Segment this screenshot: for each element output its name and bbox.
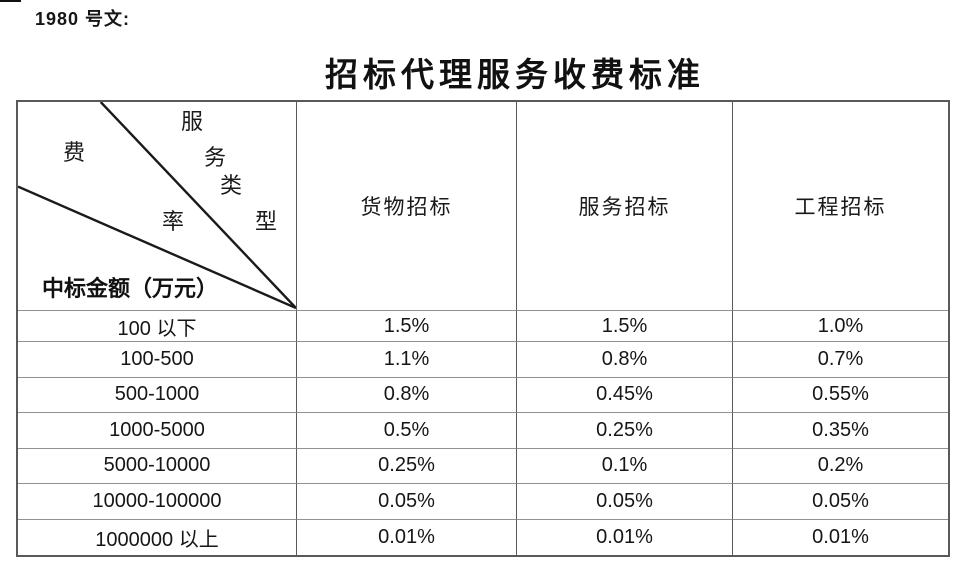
rate-cell-service: 0.8% <box>517 342 733 378</box>
corner-header-cell: 服 务 类 型 费 率 中标金额（万元） <box>18 102 297 311</box>
doc-number: 1980 号文: <box>35 9 131 29</box>
fee-table: 服 务 类 型 费 率 中标金额（万元） 货物招标 服务招标 工程招标 100 … <box>16 100 950 557</box>
rate-cell-goods: 0.5% <box>297 413 517 449</box>
row-label: 100 以下 <box>18 311 297 342</box>
diagonal-divider-lines <box>18 102 296 310</box>
row-label: 1000-5000 <box>18 413 297 449</box>
corner-char-fee-rate-2: 率 <box>161 209 185 234</box>
rate-cell-goods: 0.25% <box>297 448 517 484</box>
column-header-goods: 货物招标 <box>297 102 517 311</box>
rate-cell-goods: 0.05% <box>297 484 517 520</box>
corner-char-service-type-3: 类 <box>219 173 243 198</box>
screen-artifact <box>0 0 21 2</box>
column-header-engineering: 工程招标 <box>733 102 948 311</box>
rate-cell-engineering: 0.05% <box>733 484 948 520</box>
rate-cell-goods: 0.01% <box>297 519 517 555</box>
rate-cell-engineering: 0.2% <box>733 449 948 484</box>
row-label: 500-1000 <box>18 377 297 413</box>
rate-cell-service: 1.5% <box>517 311 733 342</box>
rate-cell-goods: 1.1% <box>297 342 517 378</box>
corner-char-service-type-1: 服 <box>180 109 204 134</box>
rate-cell-service: 0.25% <box>517 413 733 449</box>
corner-char-service-type-4: 型 <box>254 209 278 234</box>
rate-cell-service: 0.01% <box>517 519 733 555</box>
row-label: 10000-100000 <box>18 484 297 520</box>
rate-cell-engineering: 0.55% <box>733 378 948 413</box>
corner-char-service-type-2: 务 <box>203 145 227 170</box>
row-label: 1000000 以上 <box>18 519 297 555</box>
row-label: 5000-10000 <box>18 448 297 484</box>
rate-cell-engineering: 0.7% <box>733 342 948 378</box>
row-label: 100-500 <box>18 342 297 378</box>
rate-cell-goods: 0.8% <box>297 377 517 413</box>
corner-char-fee-rate-1: 费 <box>62 140 86 165</box>
rate-cell-goods: 1.5% <box>297 311 517 342</box>
column-header-service: 服务招标 <box>517 102 733 311</box>
rate-cell-service: 0.45% <box>517 377 733 413</box>
rate-cell-engineering: 0.01% <box>812 525 869 548</box>
rate-cell-engineering: 0.35% <box>733 413 948 449</box>
rate-cell-service: 0.1% <box>517 448 733 484</box>
rate-cell-engineering: 1.0% <box>733 311 948 342</box>
corner-amount-label: 中标金额（万元） <box>42 276 219 301</box>
page-title: 招标代理服务收费标准 <box>325 58 705 94</box>
rate-cell-service: 0.05% <box>517 484 733 520</box>
